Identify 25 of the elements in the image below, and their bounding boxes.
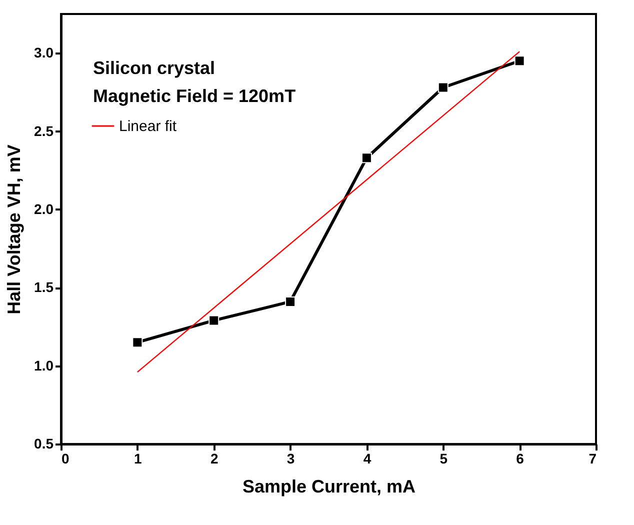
y-tick-label: 0.5: [34, 436, 54, 452]
point: [438, 82, 448, 93]
legend-label: Linear fit: [119, 118, 178, 135]
annotation: Silicon crystal: [93, 58, 216, 78]
x-tick-label: 1: [134, 450, 142, 466]
x-tick-label: 3: [286, 450, 295, 466]
x-tick-label: 6: [516, 450, 524, 466]
point: [361, 152, 372, 164]
x-tick-label: 2: [210, 450, 218, 466]
point: [285, 296, 296, 307]
point: [208, 315, 220, 326]
y-tick-label: 3.0: [34, 44, 54, 61]
y-tick-label: 2.0: [34, 200, 54, 217]
y-tick-label: 1.0: [34, 357, 54, 374]
point: [132, 337, 143, 348]
y-tick-label: 2.5: [34, 122, 54, 139]
x-axis-title: Sample Current, mA: [242, 476, 416, 496]
y-tick-label: 1.5: [34, 279, 54, 296]
point: [514, 56, 525, 66]
x-tick-label: 7: [588, 450, 597, 466]
y-axis-title: Hall Voltage VH, mV: [4, 144, 24, 314]
x-tick-label: 5: [440, 450, 448, 466]
annotation: Magnetic Field = 120mT: [93, 86, 296, 106]
x-tick-label: 0: [62, 450, 70, 466]
x-tick-label: 4: [363, 450, 372, 466]
